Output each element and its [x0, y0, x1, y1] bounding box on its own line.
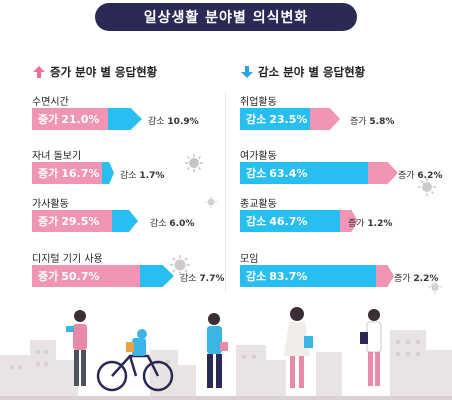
left-bar-row: 증가 16.7% — [32, 162, 114, 184]
right-primary-value: 63.4% — [269, 166, 308, 180]
virus-icon — [185, 154, 203, 172]
left-item-label: 디지털 기기 사용 — [32, 254, 103, 265]
right-section-header: 감소 분야 별 응답현황 — [240, 63, 365, 81]
right-secondary-label: 증가 5.8% — [350, 117, 395, 127]
left-primary-bar: 증가 29.5% — [32, 210, 112, 232]
left-secondary-label: 감소 1.7% — [120, 171, 165, 181]
right-secondary-label: 증가 6.2% — [398, 171, 443, 181]
left-secondary-label: 감소 7.7% — [180, 274, 225, 284]
right-bar-row: 감소 46.7% — [240, 210, 358, 232]
person-with-shopping-bag-illustration — [284, 307, 313, 388]
right-primary-value: 23.5% — [269, 112, 308, 126]
left-item-label: 자녀 돌보기 — [32, 151, 82, 162]
column-divider — [225, 92, 226, 292]
right-secondary-bar — [306, 108, 340, 130]
right-item-label: 종교활동 — [240, 199, 277, 210]
right-section-title: 감소 분야 별 응답현황 — [258, 65, 366, 79]
right-primary-label: 감소 — [246, 215, 267, 228]
virus-icon — [428, 280, 442, 294]
left-primary-value: 16.7% — [61, 166, 100, 180]
right-secondary-bar — [336, 210, 358, 232]
right-item-label: 모임 — [240, 254, 259, 265]
left-secondary-bar — [108, 210, 138, 232]
right-item-label: 여가활동 — [240, 151, 277, 162]
left-bar-row: 증가 21.0% — [32, 108, 142, 130]
right-secondary-bar — [372, 265, 394, 287]
right-primary-bar: 감소 23.5% — [240, 108, 310, 130]
city-skyline-illustration — [0, 330, 452, 400]
right-secondary-label: 증가 1.2% — [348, 219, 393, 229]
left-secondary-bar — [104, 108, 142, 130]
left-primary-value: 29.5% — [61, 214, 100, 228]
left-primary-label: 증가 — [38, 270, 59, 283]
left-primary-bar: 증가 16.7% — [32, 162, 102, 184]
right-secondary-bar — [364, 162, 398, 184]
left-primary-value: 21.0% — [61, 112, 100, 126]
virus-icon — [205, 196, 217, 208]
left-secondary-bar — [98, 162, 114, 184]
left-primary-label: 증가 — [38, 167, 59, 180]
right-bar-row: 감소 63.4% — [240, 162, 398, 184]
left-section-title: 증가 분야 별 응답현황 — [50, 65, 158, 79]
left-bar-row: 증가 29.5% — [32, 210, 138, 232]
right-primary-value: 46.7% — [269, 214, 308, 228]
right-primary-label: 감소 — [246, 270, 267, 283]
left-item-label: 수면시간 — [32, 97, 69, 108]
page-title: 일상생활 분야별 의식변화 — [95, 3, 357, 31]
right-bar-row: 감소 23.5% — [240, 108, 340, 130]
left-secondary-label: 감소 10.9% — [148, 117, 199, 127]
left-bar-row: 증가 50.7% — [32, 265, 174, 287]
left-primary-bar: 증가 50.7% — [32, 265, 140, 287]
arrow-down-icon — [241, 66, 253, 78]
person-with-folder-illustration — [360, 309, 382, 386]
arrow-up-icon — [33, 66, 45, 78]
right-primary-bar: 감소 46.7% — [240, 210, 340, 232]
left-secondary-bar — [136, 265, 174, 287]
right-primary-bar: 감소 63.4% — [240, 162, 368, 184]
right-primary-label: 감소 — [246, 167, 267, 180]
left-primary-value: 50.7% — [61, 269, 100, 283]
left-section-header: 증가 분야 별 응답현황 — [32, 63, 157, 81]
right-primary-value: 83.7% — [269, 269, 308, 283]
person-reading-phone-illustration — [66, 310, 87, 386]
left-item-label: 가사활동 — [32, 199, 69, 210]
right-primary-bar: 감소 83.7% — [240, 265, 376, 287]
left-primary-label: 증가 — [38, 215, 59, 228]
left-primary-bar: 증가 21.0% — [32, 108, 108, 130]
person-walking-illustration — [207, 313, 228, 388]
virus-icon — [170, 255, 190, 275]
left-secondary-label: 감소 6.0% — [150, 219, 195, 229]
right-item-label: 취업활동 — [240, 97, 277, 108]
right-secondary-label: 증가 2.2% — [394, 274, 439, 284]
cyclist-illustration — [96, 329, 174, 392]
virus-icon — [418, 178, 436, 196]
left-primary-label: 증가 — [38, 113, 59, 126]
right-bar-row: 감소 83.7% — [240, 265, 394, 287]
right-primary-label: 감소 — [246, 113, 267, 126]
